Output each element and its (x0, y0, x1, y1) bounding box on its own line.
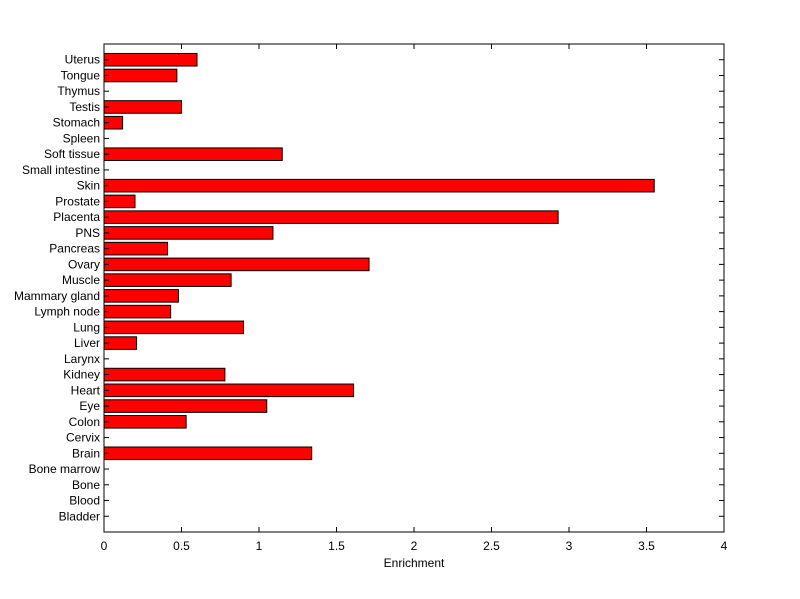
bar-colon (103, 415, 187, 429)
bar-testis (103, 100, 182, 114)
y-tick-label: Cervix (66, 431, 100, 445)
y-tick-label: Ovary (68, 257, 100, 271)
x-axis-label: Enrichment (384, 556, 445, 570)
x-tick-label: 4 (721, 539, 728, 553)
bar-brain (103, 446, 313, 461)
y-tick-label: PNS (75, 226, 100, 240)
y-tick-label: Bladder (59, 509, 100, 523)
y-tick-label: Tongue (61, 68, 101, 82)
bar-eye (103, 399, 268, 413)
y-tick-label: Lung (73, 320, 100, 334)
y-tick-label: Liver (74, 336, 100, 350)
plot-frame (103, 43, 725, 533)
x-tick-label: 1 (256, 539, 263, 553)
y-tick-label: Testis (69, 100, 100, 114)
y-tick-label: Bone (72, 478, 100, 492)
y-tick-label: Muscle (62, 273, 100, 287)
y-tick-label: Spleen (63, 131, 100, 145)
y-tick-label: Prostate (55, 194, 100, 208)
bar-kidney (103, 367, 226, 382)
bar-lung (103, 320, 244, 335)
bar-skin (103, 178, 655, 193)
y-tick-label: Stomach (53, 116, 100, 130)
bar-placenta (103, 210, 559, 224)
x-tick-label: 1.5 (328, 539, 345, 553)
bar-uterus (103, 52, 198, 67)
y-tick-label: Bone marrow (29, 462, 101, 476)
x-tick-label: 2.5 (483, 539, 500, 553)
x-tick-label: 2 (411, 539, 418, 553)
y-tick-label: Kidney (63, 368, 100, 382)
x-tick-label: 0.5 (173, 539, 190, 553)
y-tick-label: Soft tissue (44, 147, 100, 161)
y-tick-label: Pancreas (49, 242, 100, 256)
x-tick-label: 3.5 (638, 539, 655, 553)
bar-lymph-node (103, 304, 172, 319)
bar-heart (103, 383, 355, 398)
bar-soft-tissue (103, 147, 283, 161)
x-tick-label: 3 (566, 539, 573, 553)
x-tick-label: 0 (101, 539, 108, 553)
bar-pancreas (103, 241, 169, 256)
bar-pns (103, 226, 274, 240)
bar-mammary-gland (103, 289, 179, 303)
y-tick-label: Uterus (65, 53, 100, 67)
y-tick-label: Heart (71, 383, 101, 397)
y-tick-label: Mammary gland (14, 289, 100, 303)
y-tick-label: Skin (77, 179, 100, 193)
bar-tongue (103, 68, 178, 83)
y-tick-label: Blood (69, 494, 100, 508)
bar-ovary (103, 257, 370, 272)
y-tick-label: Lymph node (34, 305, 100, 319)
y-tick-label: Brain (72, 446, 100, 460)
y-tick-label: Colon (69, 415, 100, 429)
y-tick-label: Small intestine (22, 163, 100, 177)
y-tick-label: Thymus (57, 84, 100, 98)
y-tick-label: Eye (79, 399, 100, 413)
y-tick-label: Larynx (64, 352, 100, 366)
y-tick-label: Placenta (53, 210, 100, 224)
bar-muscle (103, 273, 232, 287)
